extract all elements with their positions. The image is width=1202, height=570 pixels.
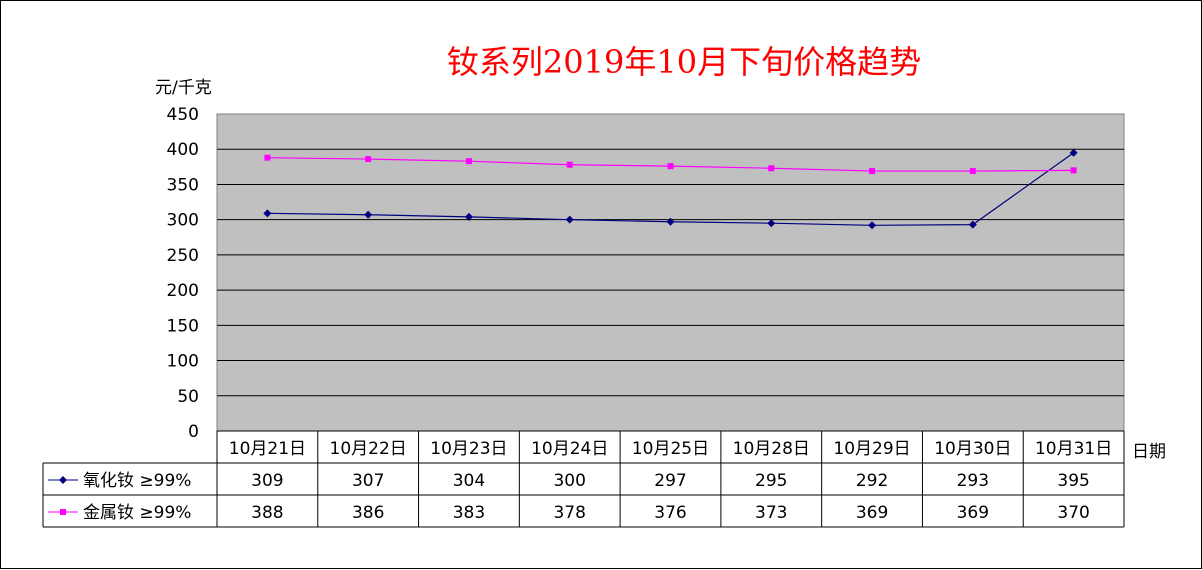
data-table: 10月21日 10月22日 10月23日 10月24日 10月25日 10月28日 10月2… <box>42 430 1125 528</box>
data-point <box>667 163 674 170</box>
legend-label: 金属钕 ≥99% <box>83 503 191 523</box>
data-table-value: 388 <box>251 503 283 523</box>
data-table-value: 300 <box>553 471 585 491</box>
data-point <box>666 217 675 226</box>
plot-area <box>216 113 1125 432</box>
data-point <box>365 156 372 163</box>
x-tick-label: 10月21日 <box>229 439 306 459</box>
data-table-value: 378 <box>553 503 585 523</box>
data-table-value: 386 <box>352 503 384 523</box>
data-point <box>767 219 776 228</box>
data-point <box>565 215 574 224</box>
data-table-value: 307 <box>352 471 384 491</box>
data-table-value: 295 <box>755 471 787 491</box>
legend-label: 氧化钕 ≥99% <box>83 471 191 491</box>
chart-title: 钕系列2019年10月下旬价格趋势 <box>447 43 921 81</box>
data-table-value: 369 <box>856 503 888 523</box>
data-point <box>969 168 976 175</box>
data-table-value: 376 <box>654 503 686 523</box>
legend-marker <box>59 476 67 484</box>
data-table-value: 383 <box>453 503 485 523</box>
y-tick-label: 150 <box>167 316 199 336</box>
x-tick-label: 10月24日 <box>531 439 608 459</box>
data-table-value: 395 <box>1057 471 1089 491</box>
y-tick-label: 400 <box>167 140 199 160</box>
data-table-value: 370 <box>1057 503 1089 523</box>
data-table-value: 297 <box>654 471 686 491</box>
y-tick-label: 100 <box>167 352 199 372</box>
x-tick-label: 10月23日 <box>430 439 507 459</box>
y-tick-label: 450 <box>167 105 199 125</box>
data-table-value: 304 <box>453 471 485 491</box>
y-tick-label: 250 <box>167 246 199 266</box>
legend-marker <box>60 509 66 515</box>
y-tick-label: 50 <box>177 387 199 407</box>
y-axis-label: 元/千克 <box>155 78 212 98</box>
data-point <box>263 209 272 218</box>
x-tick-label: 10月30日 <box>934 439 1011 459</box>
x-tick-label: 10月29日 <box>833 439 910 459</box>
x-tick-label: 10月25日 <box>632 439 709 459</box>
data-point <box>566 161 573 168</box>
x-tick-label: 10月28日 <box>733 439 810 459</box>
data-table-value: 373 <box>755 503 787 523</box>
x-tick-label: 10月22日 <box>330 439 407 459</box>
data-point <box>264 154 271 161</box>
data-point <box>968 220 977 229</box>
data-table-value: 293 <box>957 471 989 491</box>
data-table-value: 309 <box>251 471 283 491</box>
data-table-value: 292 <box>856 471 888 491</box>
x-axis-label: 日期 <box>1132 442 1166 462</box>
y-tick-label: 0 <box>188 422 199 442</box>
y-tick-label: 350 <box>167 175 199 195</box>
data-point <box>364 210 373 219</box>
data-point <box>869 168 876 175</box>
series-lines <box>263 148 1078 230</box>
data-point <box>768 165 775 172</box>
data-point <box>465 158 472 165</box>
data-table-value: 369 <box>957 503 989 523</box>
data-point <box>1069 148 1078 157</box>
y-tick-label: 300 <box>167 211 199 231</box>
data-point <box>1070 167 1077 174</box>
data-point <box>464 212 473 221</box>
data-point <box>868 221 877 230</box>
x-tick-label: 10月31日 <box>1035 439 1112 459</box>
y-tick-label: 200 <box>167 281 199 301</box>
y-tick-labels: 0 50 100 150 200 250 300 350 400 450 <box>167 105 199 442</box>
